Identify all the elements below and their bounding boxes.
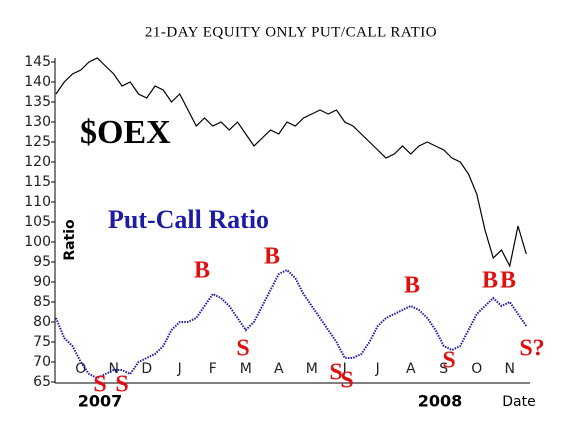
x-tick-label: A — [406, 361, 416, 377]
signal-annotation: B — [404, 273, 420, 299]
x-tick-label: F — [209, 361, 217, 377]
chart-title: 21-DAY EQUITY ONLY PUT/CALL RATIO — [145, 24, 437, 40]
legend-label: Put-Call Ratio — [108, 205, 269, 234]
y-tick-label: 75 — [33, 334, 51, 350]
legend-label: $OEX — [80, 114, 171, 151]
x-tick-label: M — [306, 361, 318, 377]
signal-annotation: S — [340, 368, 353, 394]
x-tick-label: J — [177, 361, 182, 377]
x-tick-label: J — [375, 361, 380, 377]
y-tick-label: 85 — [33, 294, 51, 310]
signal-annotation: S — [329, 360, 342, 386]
y-tick-label: 120 — [24, 154, 51, 170]
y-tick-label: 100 — [24, 234, 51, 250]
y-tick-label: 95 — [33, 254, 51, 270]
signal-annotation: B — [482, 268, 498, 294]
x-tick-label: S — [439, 361, 448, 377]
signal-annotation: S — [442, 348, 455, 374]
y-tick-label: 140 — [24, 74, 51, 90]
signal-annotation: B — [264, 244, 280, 270]
x-tick-label: A — [274, 361, 284, 377]
signal-annotation: B — [194, 258, 210, 284]
y-tick-label: 105 — [24, 214, 51, 230]
x-tick-label: M — [240, 361, 252, 377]
signal-annotation: S? — [519, 336, 544, 362]
x-tick-label: J — [342, 361, 347, 377]
series-line — [55, 57, 527, 268]
x-tick-label: O — [471, 361, 482, 377]
y-tick-label: 135 — [24, 94, 51, 110]
series-line — [55, 268, 528, 380]
signal-annotation: S — [93, 372, 106, 398]
y-tick-label: 80 — [33, 314, 51, 330]
x-tick-label: N — [505, 361, 515, 377]
y-tick-label: 65 — [33, 374, 51, 390]
y-tick-label: 115 — [24, 174, 51, 190]
x-tick-label: D — [141, 361, 152, 377]
signal-annotation: S — [115, 372, 128, 398]
signal-annotation: S — [236, 336, 249, 362]
y-tick-label: 70 — [33, 354, 51, 370]
y-tick-label: 145 — [24, 54, 51, 70]
period-label: Date — [502, 394, 535, 410]
period-label: 2007 — [78, 392, 123, 411]
x-tick-label: O — [75, 361, 86, 377]
y-tick-label: 130 — [24, 114, 51, 130]
y-axis-label: Ratio — [62, 219, 78, 261]
period-label: 2008 — [418, 392, 463, 411]
y-tick-label: 125 — [24, 134, 51, 150]
y-tick-label: 90 — [33, 274, 51, 290]
signal-annotation: B — [500, 268, 516, 294]
y-tick-label: 110 — [24, 194, 51, 210]
